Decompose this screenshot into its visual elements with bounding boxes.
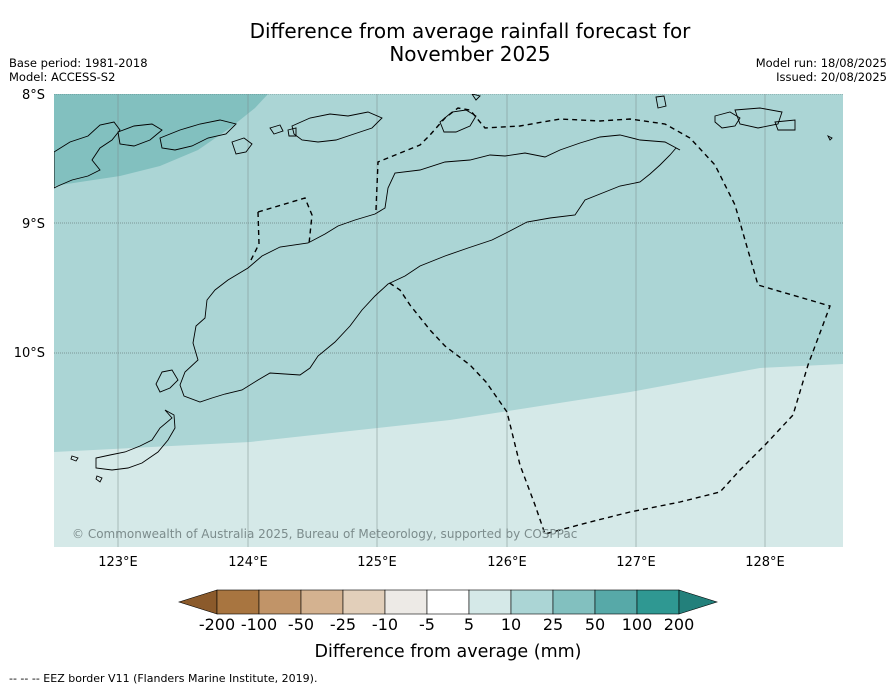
coastlines: [54, 94, 833, 483]
colorbar-tick: -5: [419, 615, 435, 634]
chart-title: Difference from average rainfall forecas…: [170, 20, 770, 66]
band-25-50: [54, 94, 268, 186]
timor-island: [179, 134, 681, 403]
small-island-c: [269, 124, 284, 135]
colorbar-segment: [426, 589, 470, 615]
small-island-b: [95, 475, 103, 483]
alor-island: [291, 111, 383, 143]
graticule: [54, 94, 843, 547]
roti-island: [95, 409, 176, 471]
lat-label: 9°S: [22, 217, 45, 232]
band-5-10: [54, 364, 843, 547]
colorbar-tick: -100: [241, 615, 277, 634]
colorbar-segment: [258, 589, 302, 615]
lon-label: 125°E: [357, 555, 397, 570]
colorbar-segment: [594, 589, 638, 615]
pantar-island: [231, 137, 253, 155]
eez-legend-text: -- -- -- EEZ border V11 (Flanders Marine…: [9, 672, 318, 685]
colorbar-tick: 5: [464, 615, 474, 634]
map-area: © Commonwealth of Australia 2025, Bureau…: [54, 94, 843, 547]
lembata-island: [159, 119, 237, 151]
moa-island: [734, 107, 783, 129]
model-text: Model: ACCESS-S2: [9, 70, 116, 84]
colorbar-tick: -200: [199, 615, 235, 634]
colorbar-tick: 50: [585, 615, 605, 634]
colorbar-tick: -50: [288, 615, 314, 634]
small-island-d: [287, 127, 297, 137]
colorbar-arrow-low: [178, 589, 218, 615]
small-island-a: [70, 455, 79, 462]
flores-east: [54, 121, 121, 189]
small-island-f: [471, 94, 481, 101]
colorbar-segment: [342, 589, 386, 615]
colorbar-label: Difference from average (mm): [314, 642, 581, 662]
colorbar: [178, 589, 718, 615]
lon-label: 124°E: [228, 555, 268, 570]
colorbar-tick-labels: -200 -100 -50 -25 -10 -5 5 10 25 50 100 …: [199, 615, 694, 634]
metadata-right: Model run: 18/08/2025 Issued: 20/08/2025: [756, 56, 887, 84]
copyright-text: © Commonwealth of Australia 2025, Bureau…: [72, 527, 577, 541]
colorbar-tick: 25: [543, 615, 563, 634]
metadata-left: Base period: 1981-2018 Model: ACCESS-S2: [9, 56, 148, 84]
colorbar-tick: -25: [330, 615, 356, 634]
colorbar-tick: 10: [501, 615, 521, 634]
semau-island: [155, 369, 179, 393]
issued-text: Issued: 20/08/2025: [776, 70, 887, 84]
leti-island: [714, 111, 741, 129]
latitude-labels: 8°S 9°S 10°S: [14, 88, 45, 361]
colorbar-tick: 200: [664, 615, 695, 634]
wetar-island: [439, 109, 477, 133]
lon-label: 128°E: [745, 555, 785, 570]
title-line-2: November 2025: [389, 42, 551, 66]
model-run-text: Model run: 18/08/2025: [755, 56, 887, 70]
lon-label: 123°E: [98, 555, 138, 570]
base-period-text: Base period: 1981-2018: [9, 56, 148, 70]
colorbar-segment: [510, 589, 554, 615]
colorbar-tick: 100: [622, 615, 653, 634]
colorbar-arrow-high: [678, 589, 718, 615]
colorbar-segment: [552, 589, 596, 615]
colorbar-segment: [216, 589, 260, 615]
small-island-e: [826, 134, 833, 141]
colorbar-segment: [300, 589, 344, 615]
lat-label: 8°S: [22, 88, 45, 103]
colorbar-segment: [636, 589, 680, 615]
adonara-island: [117, 123, 163, 147]
lat-label: 10°S: [14, 346, 45, 361]
lon-label: 127°E: [616, 555, 656, 570]
lakor-island: [774, 119, 796, 131]
colorbar-segment: [468, 589, 512, 615]
colorbar-segment: [384, 589, 428, 615]
eez-border: [249, 107, 831, 535]
colorbar-tick: -10: [372, 615, 398, 634]
lon-label: 126°E: [487, 555, 527, 570]
title-line-1: Difference from average rainfall forecas…: [249, 19, 691, 43]
longitude-labels: 123°E 124°E 125°E 126°E 127°E 128°E: [98, 555, 785, 570]
kisar-island: [655, 95, 667, 109]
